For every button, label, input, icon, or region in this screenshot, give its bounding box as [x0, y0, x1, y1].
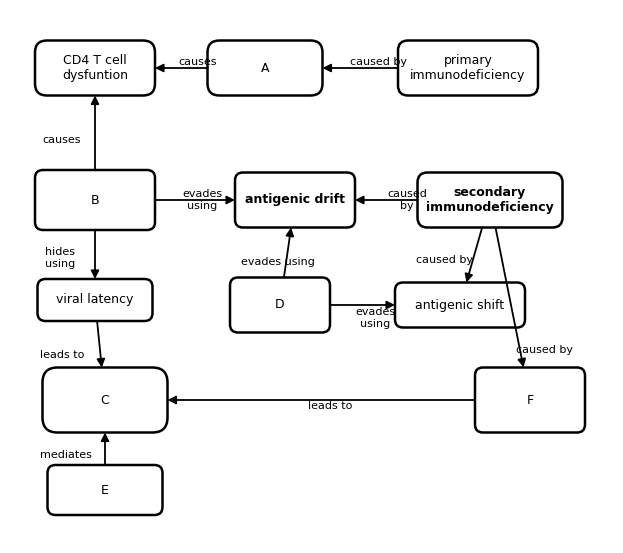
Text: evades using: evades using: [241, 257, 315, 267]
FancyBboxPatch shape: [235, 173, 355, 227]
Text: caused by: caused by: [417, 255, 473, 265]
Text: leads to: leads to: [40, 350, 84, 360]
Text: caused
by: caused by: [387, 189, 427, 211]
Text: caused by: caused by: [515, 345, 573, 355]
Text: E: E: [101, 483, 109, 497]
Text: B: B: [91, 194, 99, 206]
FancyBboxPatch shape: [207, 40, 323, 96]
Text: caused by: caused by: [350, 57, 406, 67]
FancyBboxPatch shape: [35, 40, 155, 96]
Text: D: D: [275, 299, 285, 311]
Text: secondary
immunodeficiency: secondary immunodeficiency: [426, 186, 554, 214]
Text: CD4 T cell
dysfuntion: CD4 T cell dysfuntion: [62, 54, 128, 82]
FancyBboxPatch shape: [398, 40, 538, 96]
Text: C: C: [101, 394, 110, 406]
Text: antigenic drift: antigenic drift: [245, 194, 345, 206]
FancyBboxPatch shape: [475, 368, 585, 432]
FancyBboxPatch shape: [47, 465, 163, 515]
Text: A: A: [261, 61, 269, 75]
FancyBboxPatch shape: [230, 278, 330, 332]
Text: leads to: leads to: [308, 401, 352, 411]
Text: hides
using: hides using: [45, 247, 75, 269]
Text: primary
immunodeficiency: primary immunodeficiency: [411, 54, 526, 82]
Text: F: F: [526, 394, 533, 406]
FancyBboxPatch shape: [395, 283, 525, 327]
FancyBboxPatch shape: [42, 368, 168, 432]
Text: antigenic shift: antigenic shift: [416, 299, 505, 311]
Text: evades
using: evades using: [182, 189, 222, 211]
Text: causes: causes: [179, 57, 217, 67]
FancyBboxPatch shape: [35, 170, 155, 230]
Text: evades
using: evades using: [355, 307, 395, 329]
Text: causes: causes: [43, 135, 81, 145]
Text: mediates: mediates: [40, 450, 92, 460]
FancyBboxPatch shape: [417, 173, 563, 227]
FancyBboxPatch shape: [37, 279, 153, 321]
Text: viral latency: viral latency: [56, 294, 134, 306]
